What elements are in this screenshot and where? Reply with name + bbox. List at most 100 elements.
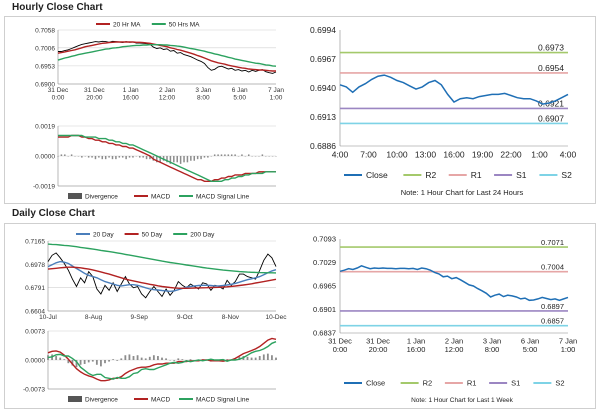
x-tick-label: 10-Dec bbox=[266, 314, 288, 321]
y-tick-label: 0.6900 bbox=[35, 82, 55, 89]
y-tick-label: 0.0000 bbox=[35, 154, 55, 161]
divergence-bar bbox=[152, 355, 155, 360]
legend-label: S2 bbox=[555, 379, 564, 388]
series-line-macd-signal-line bbox=[47, 341, 277, 380]
y-tick-label: 0.0000 bbox=[25, 358, 45, 365]
daily-panel bbox=[4, 223, 596, 409]
divergence-bar bbox=[81, 156, 83, 158]
legend-swatch bbox=[68, 396, 82, 402]
divergence-bar bbox=[238, 356, 241, 360]
divergence-bar bbox=[159, 156, 161, 163]
legend-label: MACD Signal Line bbox=[196, 194, 249, 201]
x-tick-label: 10-Jul bbox=[39, 314, 57, 321]
divergence-bar bbox=[169, 156, 172, 164]
divergence-bar bbox=[140, 357, 143, 360]
series-line-20-day bbox=[47, 260, 277, 293]
x-tick-label: 1:00 bbox=[531, 150, 548, 160]
y-tick-label: 0.7029 bbox=[313, 258, 336, 267]
divergence-bar bbox=[112, 359, 115, 360]
divergence-bar bbox=[136, 355, 139, 360]
divergence-bar bbox=[156, 156, 158, 163]
divergence-bar bbox=[186, 156, 189, 163]
divergence-bar bbox=[230, 154, 233, 156]
x-tick-label: 31 Dec 20:00 bbox=[366, 337, 390, 355]
divergence-bar bbox=[104, 360, 106, 364]
divergence-bar bbox=[138, 156, 141, 158]
divergence-bar bbox=[234, 154, 236, 156]
x-tick-label: 6 Jan 5:00 bbox=[521, 337, 539, 355]
divergence-bar bbox=[104, 156, 107, 160]
divergence-bar bbox=[181, 359, 184, 360]
hourly-panel bbox=[4, 16, 596, 204]
series-line-200-day bbox=[47, 243, 277, 274]
x-tick-label: 31 Dec 20:00 bbox=[84, 87, 105, 102]
divergence-bar bbox=[128, 156, 131, 158]
y-tick-label: 0.6967 bbox=[310, 54, 336, 64]
divergence-bar bbox=[220, 154, 223, 156]
y-tick-label: 0.6940 bbox=[310, 83, 336, 93]
legend-label: R1 bbox=[467, 379, 477, 388]
legend-label: 50 Hrs MA bbox=[169, 22, 200, 29]
legend-label: MACD Signal Line bbox=[196, 397, 249, 404]
legend-label: R1 bbox=[471, 170, 482, 180]
divergence-bar bbox=[200, 156, 202, 160]
x-tick-label: 22:00 bbox=[500, 150, 522, 160]
x-tick-label: 8-Aug bbox=[85, 314, 103, 321]
legend-label: 20 Day bbox=[93, 232, 114, 239]
divergence-bar bbox=[250, 357, 253, 360]
divergence-bar bbox=[100, 360, 102, 367]
divergence-bar bbox=[55, 356, 58, 360]
y-tick-label: 0.6886 bbox=[310, 141, 336, 151]
divergence-bar bbox=[79, 360, 82, 365]
divergence-bar bbox=[118, 156, 121, 158]
divergence-bar bbox=[121, 156, 124, 158]
pivot-label-s1: 0.6921 bbox=[538, 98, 564, 108]
y-tick-label: 0.7006 bbox=[35, 45, 55, 52]
divergence-bar bbox=[87, 156, 90, 158]
divergence-bar bbox=[83, 360, 86, 364]
divergence-bar bbox=[193, 156, 196, 161]
y-tick-label: 0.0019 bbox=[35, 124, 55, 131]
divergence-bar bbox=[266, 353, 269, 360]
divergence-bar bbox=[176, 156, 178, 163]
pivot-label-r2: 0.6973 bbox=[538, 43, 564, 53]
legend-label: Divergence bbox=[85, 194, 118, 201]
divergence-bar bbox=[128, 354, 131, 360]
daily-section-title: Daily Close Chart bbox=[12, 208, 95, 219]
divergence-bar bbox=[98, 156, 100, 158]
divergence-bar bbox=[190, 156, 192, 161]
divergence-bar bbox=[189, 359, 192, 360]
divergence-bar bbox=[71, 360, 74, 366]
divergence-bar bbox=[207, 156, 209, 158]
divergence-bar bbox=[115, 156, 117, 160]
y-tick-label: 0.0073 bbox=[25, 329, 45, 336]
divergence-bar bbox=[262, 354, 265, 360]
divergence-bar bbox=[59, 357, 62, 360]
y-tick-label: 0.6978 bbox=[25, 262, 45, 269]
divergence-bar bbox=[254, 357, 257, 360]
divergence-bar bbox=[64, 154, 66, 156]
legend-label: 50 Day bbox=[142, 232, 163, 239]
legend-label: MACD bbox=[151, 194, 170, 201]
y-tick-label: 0.6913 bbox=[310, 112, 336, 122]
y-tick-label: 0.6604 bbox=[25, 309, 45, 316]
legend-label: Divergence bbox=[85, 397, 118, 404]
series-line-50-day bbox=[47, 266, 277, 289]
legend-label: Close bbox=[366, 379, 385, 388]
series-line-20-hr-ma bbox=[57, 41, 276, 72]
x-tick-label: 7:00 bbox=[360, 150, 377, 160]
daily-macd-chart: 0.0073 0.0000 -0.0073 Divergence MACD MACD Si… bbox=[23, 329, 277, 404]
series-line-close bbox=[58, 40, 277, 74]
divergence-bar bbox=[144, 358, 147, 360]
y-tick-label: 0.7058 bbox=[35, 28, 55, 35]
divergence-bar bbox=[94, 156, 97, 160]
divergence-bar bbox=[108, 156, 110, 158]
divergence-bar bbox=[124, 355, 127, 360]
divergence-bar bbox=[116, 360, 119, 361]
x-tick-label: 3 Jan 8:00 bbox=[195, 87, 211, 102]
legend-label: 200 Day bbox=[190, 232, 215, 239]
x-tick-label: 2 Jan 12:00 bbox=[159, 87, 176, 102]
